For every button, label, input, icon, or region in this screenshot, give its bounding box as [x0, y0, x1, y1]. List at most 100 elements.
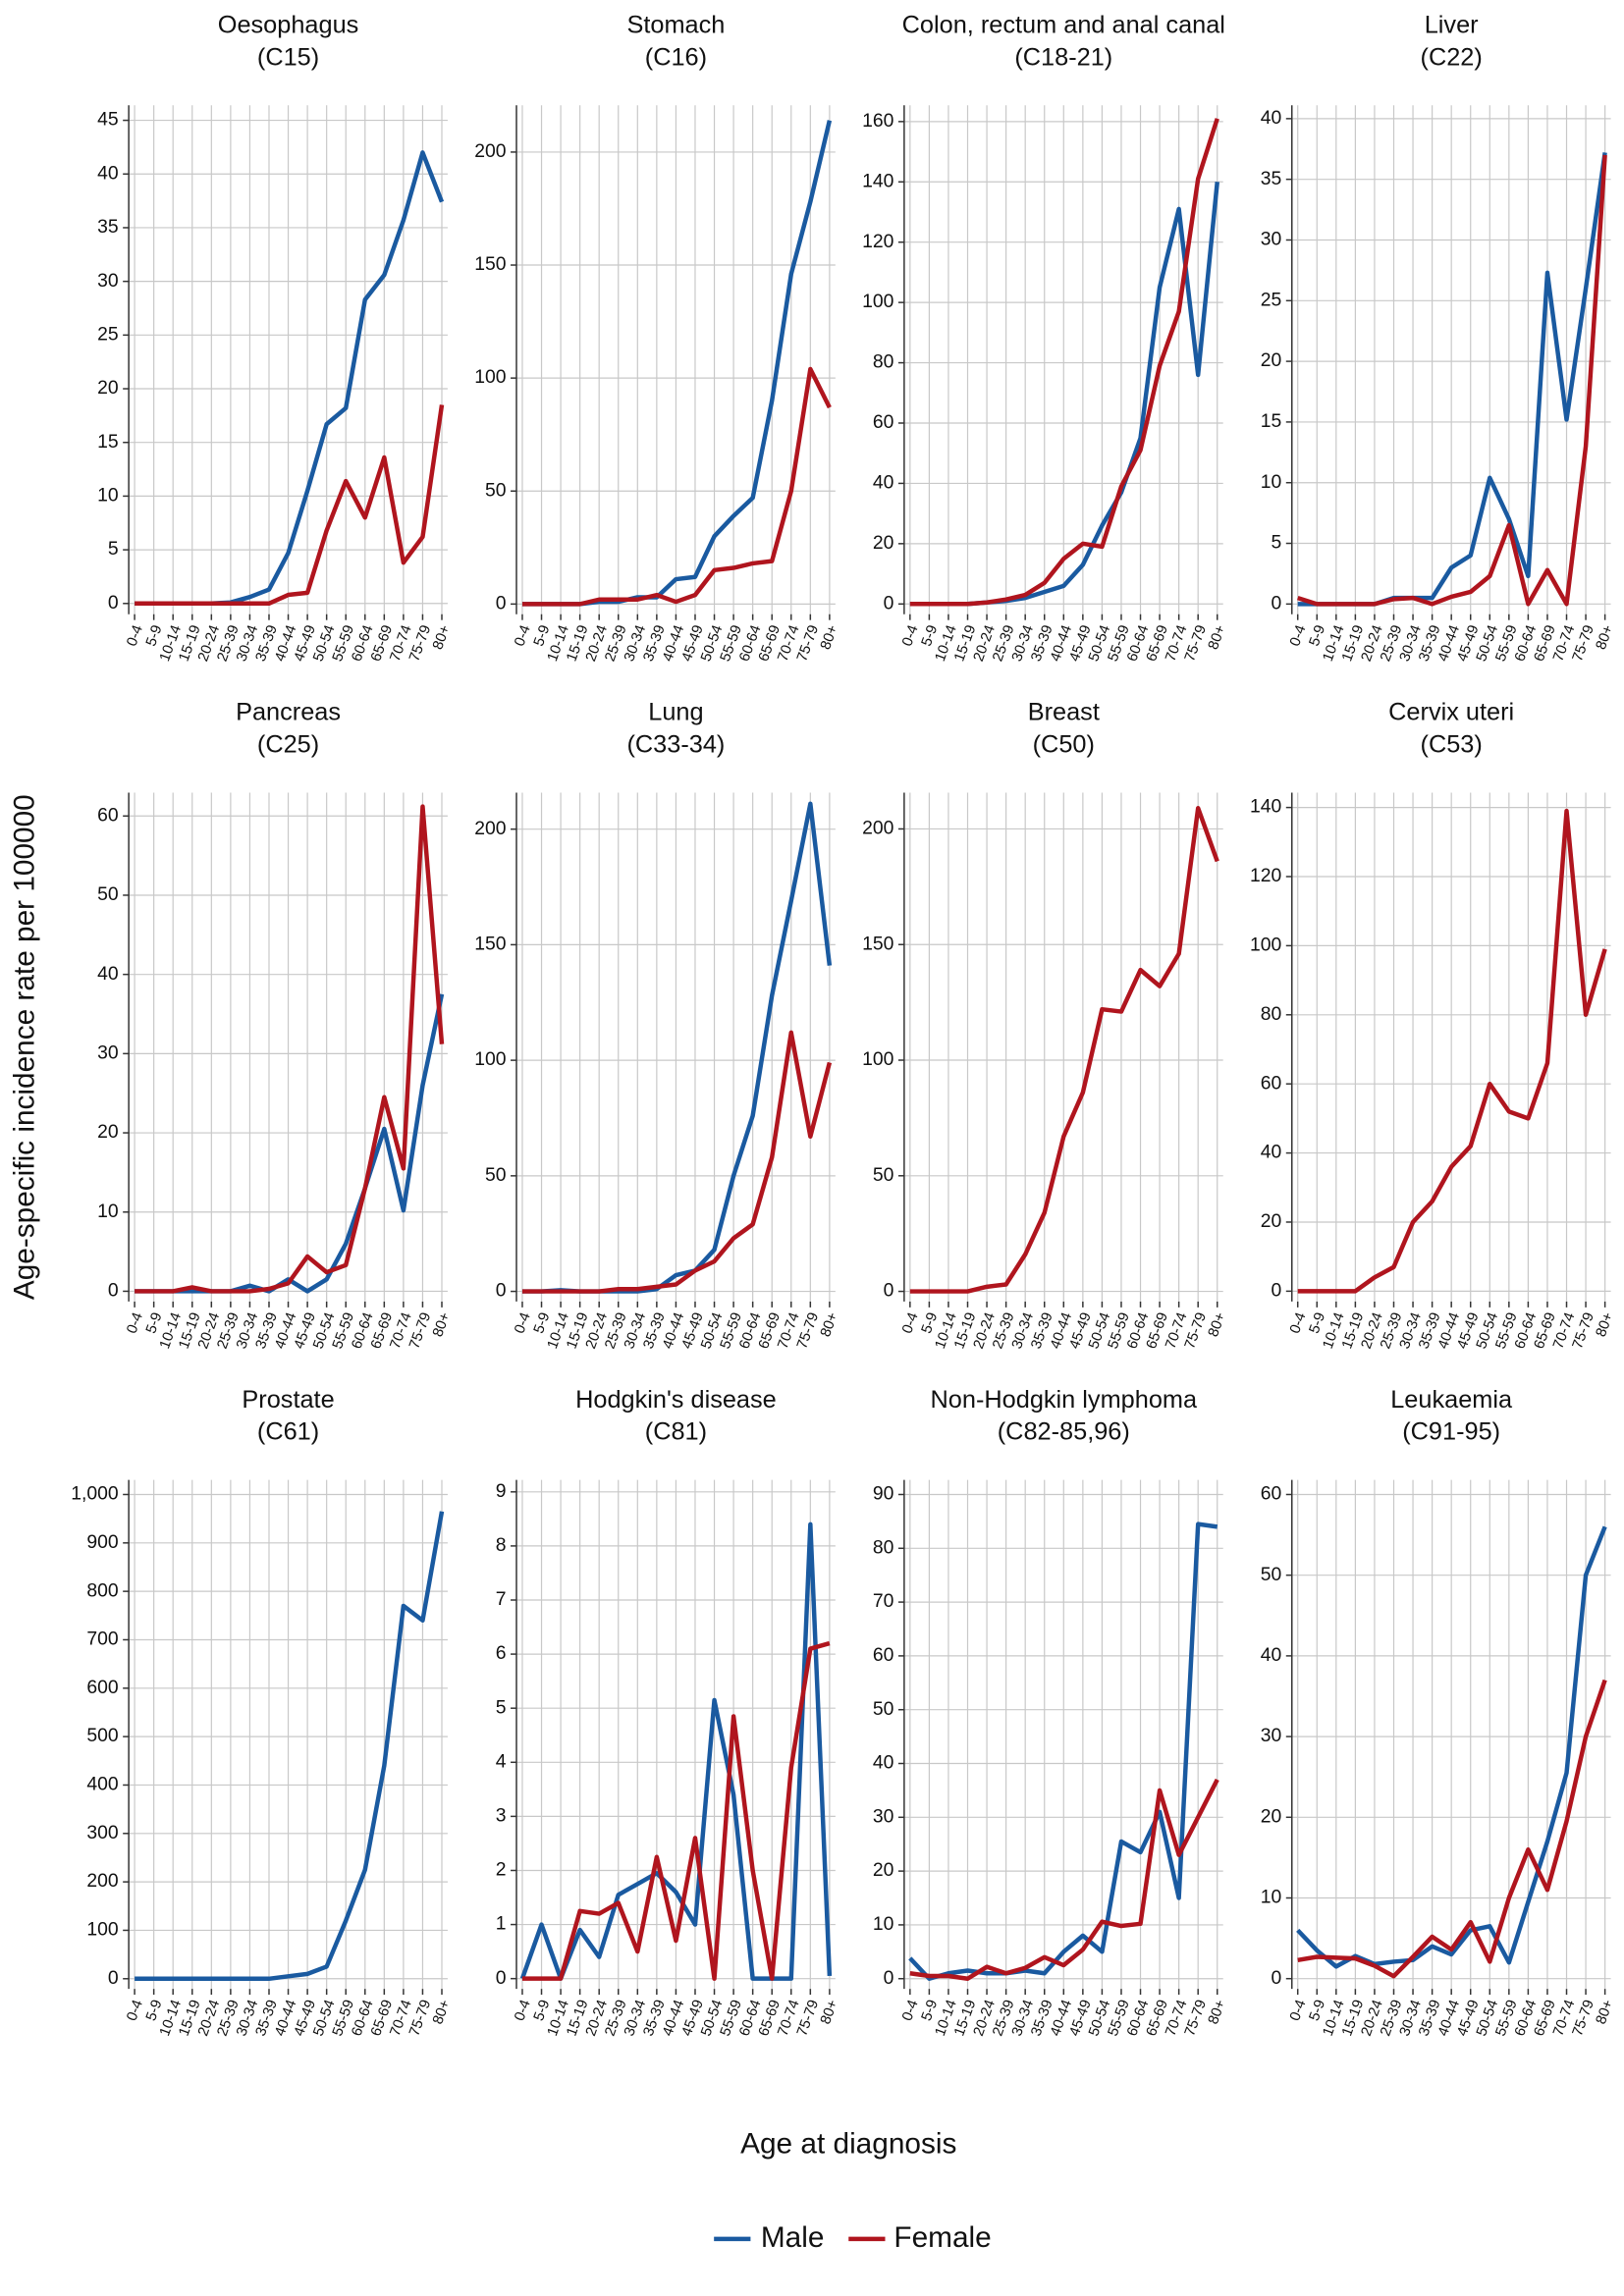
y-tick-label: 0: [884, 1280, 894, 1302]
y-tick-label: 50: [873, 1698, 894, 1720]
y-tick-label: 4: [496, 1750, 507, 1772]
chart-subtitle: (C22): [1421, 43, 1483, 71]
y-tick-label: 120: [1250, 865, 1282, 886]
x-tick-label: 0-4: [899, 1310, 921, 1336]
y-tick-label: 100: [862, 291, 894, 312]
chart-subtitle: (C25): [257, 730, 319, 758]
y-tick-label: 0: [1272, 1967, 1282, 1989]
chart-title: Hodgkin's disease: [575, 1386, 777, 1414]
y-tick-label: 90: [873, 1483, 894, 1505]
chart-title: Colon, rectum and anal canal: [902, 12, 1225, 39]
y-tick-label: 40: [1261, 107, 1282, 129]
y-tick-label: 20: [97, 1121, 119, 1143]
y-tick-label: 9: [496, 1480, 507, 1502]
y-tick-label: 140: [1250, 796, 1282, 818]
y-tick-label: 40: [873, 472, 894, 494]
y-tick-label: 40: [1261, 1644, 1282, 1666]
chart-title: Oesophagus: [218, 12, 359, 39]
y-tick-label: 20: [1261, 349, 1282, 371]
y-tick-label: 700: [86, 1629, 119, 1650]
x-tick-label: 0-4: [125, 623, 146, 649]
y-tick-label: 160: [862, 110, 894, 132]
y-tick-label: 200: [86, 1870, 119, 1892]
series-line: [135, 804, 445, 1294]
y-tick-label: 150: [862, 933, 894, 954]
series-line: [909, 118, 1219, 607]
y-tick-label: 20: [97, 377, 119, 399]
chart-subtitle: (C82-85,96): [998, 1418, 1130, 1446]
series-line: [135, 1511, 445, 1982]
y-tick-label: 100: [1250, 934, 1282, 956]
chart-title: Breast: [1028, 699, 1100, 726]
y-tick-label: 5: [496, 1696, 507, 1718]
y-tick-label: 10: [1261, 1887, 1282, 1908]
y-tick-label: 20: [1261, 1210, 1282, 1232]
y-tick-label: 30: [97, 1041, 119, 1063]
y-axis-label: Age-specific incidence rate per 100000: [9, 794, 41, 1300]
y-tick-label: 70: [873, 1590, 894, 1612]
legend-label: Male: [761, 2221, 825, 2254]
x-tick-label: 5-9: [143, 623, 165, 649]
y-tick-label: 2: [496, 1859, 507, 1881]
chart-title: Non-Hodgkin lymphoma: [931, 1386, 1198, 1414]
y-tick-label: 80: [873, 1536, 894, 1558]
x-tick-label: 5-9: [919, 1310, 941, 1336]
series-line: [135, 993, 445, 1294]
series-line: [519, 1522, 833, 1981]
chart-subtitle: (C15): [257, 43, 319, 71]
y-tick-label: 10: [97, 485, 119, 507]
chart-title: Liver: [1425, 12, 1479, 39]
y-tick-label: 0: [108, 592, 119, 614]
y-tick-label: 15: [1261, 410, 1282, 432]
x-tick-label: 5-9: [143, 1310, 165, 1336]
x-tick-label: 0-4: [899, 623, 921, 649]
series-line: [521, 366, 832, 607]
series-line: [521, 1640, 831, 1981]
y-tick-label: 50: [873, 1164, 894, 1186]
x-tick-label: 0-4: [1287, 623, 1309, 649]
series-line: [909, 806, 1219, 1294]
x-axis-label: Age at diagnosis: [740, 2127, 956, 2160]
y-tick-label: 500: [86, 1725, 119, 1746]
y-tick-label: 20: [873, 1859, 894, 1881]
y-tick-label: 35: [97, 216, 119, 238]
y-tick-label: 5: [1272, 532, 1282, 554]
y-tick-label: 20: [873, 532, 894, 554]
x-tick-label: 5-9: [919, 623, 941, 649]
y-tick-label: 1,000: [71, 1483, 119, 1505]
y-tick-label: 10: [873, 1913, 894, 1935]
chart-subtitle: (C50): [1033, 730, 1095, 758]
y-tick-label: 100: [474, 366, 507, 388]
x-tick-label: 5-9: [1307, 623, 1328, 649]
y-tick-label: 30: [873, 1805, 894, 1827]
y-tick-label: 60: [1261, 1483, 1282, 1505]
y-tick-label: 1: [496, 1913, 507, 1935]
y-tick-label: 0: [496, 1967, 507, 1989]
series-line: [1297, 808, 1607, 1294]
chart-subtitle: (C53): [1421, 730, 1483, 758]
y-tick-label: 30: [97, 270, 119, 292]
y-tick-label: 40: [97, 963, 119, 985]
y-tick-label: 0: [1272, 1279, 1282, 1301]
y-tick-label: 400: [86, 1774, 119, 1795]
y-tick-label: 40: [97, 162, 119, 184]
y-tick-label: 50: [1261, 1564, 1282, 1585]
chart-title: Cervix uteri: [1388, 699, 1514, 726]
series-line: [908, 1522, 1218, 1981]
y-tick-label: 40: [873, 1752, 894, 1774]
y-tick-label: 10: [97, 1201, 119, 1222]
y-tick-label: 140: [862, 170, 894, 191]
y-tick-label: 50: [97, 883, 119, 905]
y-tick-label: 60: [1261, 1072, 1282, 1094]
x-tick-label: 0-4: [1287, 1998, 1309, 2023]
y-tick-label: 0: [496, 1280, 507, 1302]
y-tick-label: 80: [1261, 1003, 1282, 1025]
y-tick-label: 50: [485, 1164, 507, 1186]
y-tick-label: 25: [1261, 289, 1282, 310]
y-tick-label: 5: [108, 538, 119, 560]
y-tick-label: 35: [1261, 168, 1282, 189]
y-tick-label: 20: [1261, 1805, 1282, 1827]
x-tick-label: 5-9: [143, 1998, 165, 2023]
